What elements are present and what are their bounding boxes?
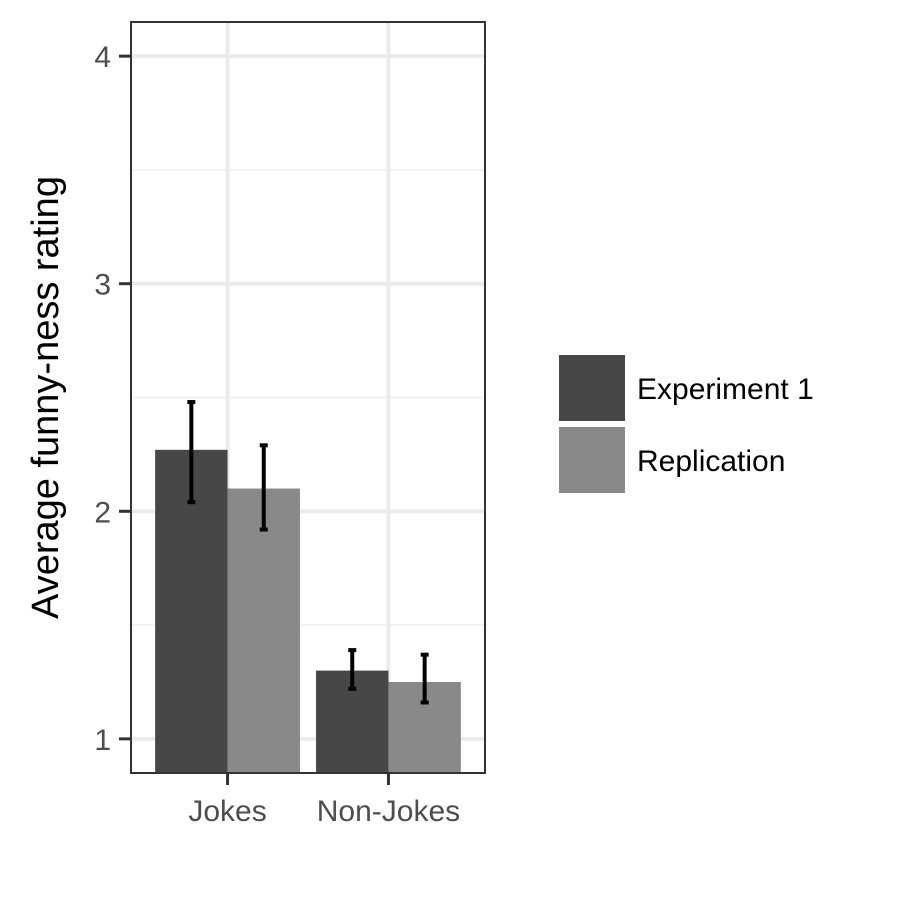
error-bar xyxy=(348,648,357,691)
legend-label: Replication xyxy=(637,445,785,478)
legend-swatch xyxy=(559,355,625,421)
legend-item: Replication xyxy=(559,427,785,493)
plot-panel-border xyxy=(130,21,486,774)
error-bar xyxy=(187,400,196,505)
legend-label: Experiment 1 xyxy=(637,373,814,406)
legend: Experiment 1 Replication xyxy=(559,355,814,493)
x-tick-label: Non-Jokes xyxy=(317,795,460,828)
legend-item: Experiment 1 xyxy=(559,355,814,421)
y-tick-label: 4 xyxy=(94,41,111,74)
error-bar xyxy=(259,443,268,532)
y-axis-title: Average funny-ness rating xyxy=(25,176,67,619)
error-bar xyxy=(420,652,429,705)
legend-swatch xyxy=(559,427,625,493)
bars xyxy=(155,449,461,773)
y-tick-label: 1 xyxy=(94,724,111,757)
y-axis: 1 2 3 4 xyxy=(94,41,131,757)
bar xyxy=(227,488,300,773)
y-tick-label: 2 xyxy=(94,496,111,529)
error-bars xyxy=(187,400,429,705)
x-axis: Jokes Non-Jokes xyxy=(188,773,460,828)
x-tick-label: Jokes xyxy=(188,795,266,828)
y-tick-label: 3 xyxy=(94,269,111,302)
